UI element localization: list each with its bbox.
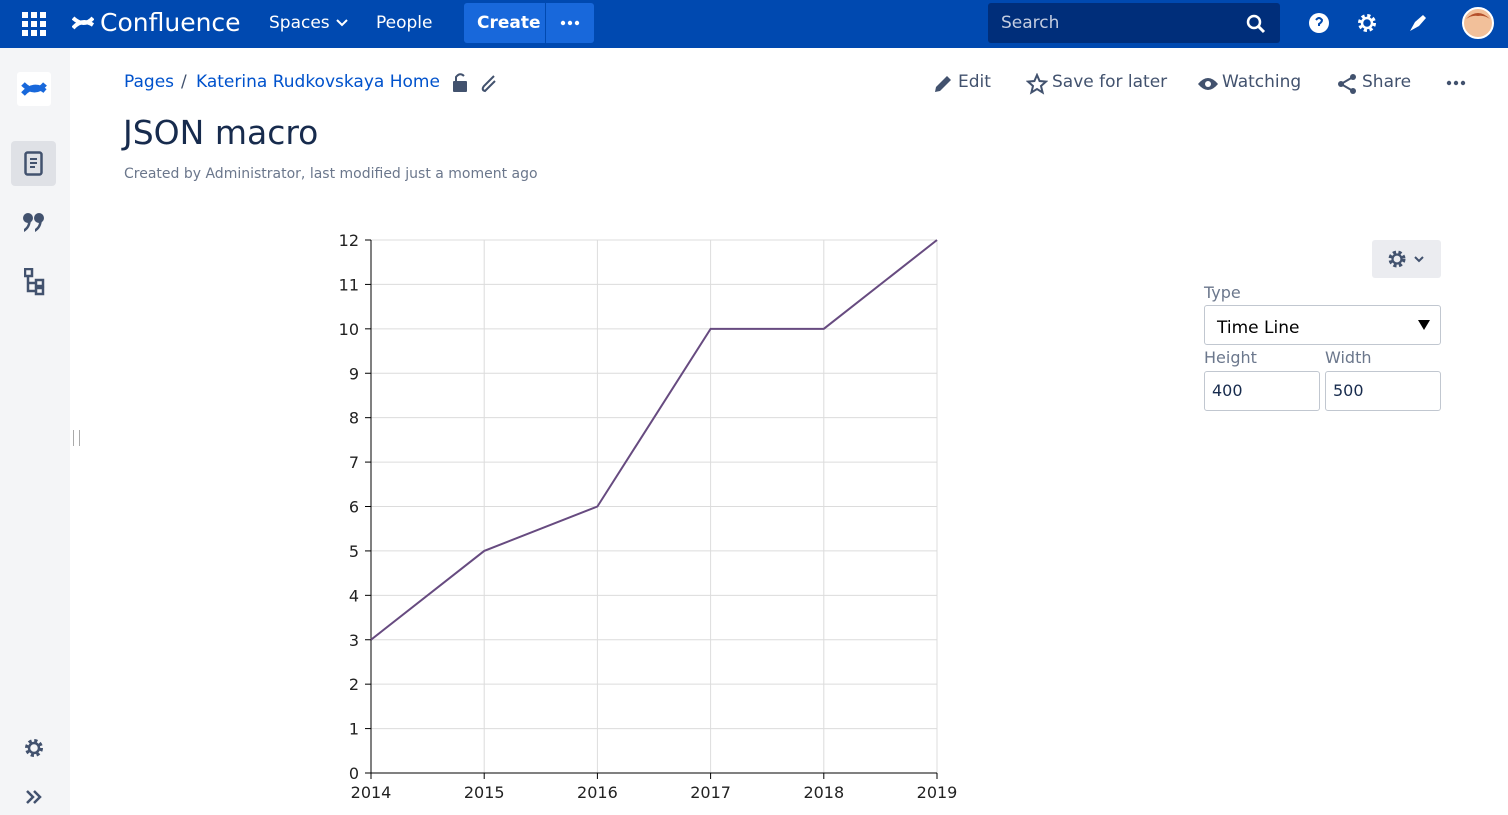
- type-select[interactable]: Time Line: [1204, 305, 1441, 345]
- tree-icon[interactable]: [24, 268, 46, 296]
- width-label: Width: [1325, 348, 1372, 367]
- edit-icon: [935, 76, 951, 92]
- create-group: Create: [464, 3, 594, 43]
- y-tick-label: 5: [349, 542, 359, 561]
- y-tick-label: 4: [349, 586, 359, 605]
- search-placeholder: Search: [1001, 13, 1060, 33]
- y-tick-label: 0: [349, 764, 359, 783]
- x-tick-label: 2014: [351, 783, 392, 802]
- watch-icon: [1198, 78, 1218, 90]
- line: [370, 239, 938, 641]
- y-tick-label: 12: [339, 231, 359, 250]
- blog-icon[interactable]: [22, 212, 46, 234]
- y-tick-label: 3: [349, 631, 359, 650]
- expand-icon[interactable]: [25, 789, 43, 805]
- y-tick-label: 7: [349, 453, 359, 472]
- y-tick-label: 9: [349, 364, 359, 383]
- share-icon: [1338, 74, 1356, 94]
- height-input[interactable]: 400: [1204, 371, 1320, 411]
- save-action[interactable]: Save for later: [1052, 72, 1168, 92]
- product-name[interactable]: Confluence: [100, 8, 241, 37]
- x-tick-label: 2018: [803, 783, 844, 802]
- y-tick-label: 6: [349, 498, 359, 517]
- y-tick-label: 8: [349, 409, 359, 428]
- divider: [545, 3, 546, 43]
- watch-action[interactable]: Watching: [1222, 72, 1302, 92]
- settings-icon[interactable]: [1356, 12, 1378, 34]
- create-button[interactable]: Create: [477, 13, 541, 33]
- logo[interactable]: [72, 12, 94, 34]
- gear-icon: [1388, 250, 1424, 268]
- avatar[interactable]: [1462, 7, 1494, 39]
- search-icon: [1246, 14, 1266, 34]
- y-tick-label: 10: [339, 320, 359, 339]
- notifications-icon[interactable]: [1407, 12, 1429, 34]
- y-tick-label: 2: [349, 675, 359, 694]
- x-tick-label: 2016: [577, 783, 618, 802]
- help-icon[interactable]: [1308, 12, 1330, 34]
- more-button[interactable]: [560, 20, 580, 26]
- sidebar: [0, 48, 70, 815]
- space-logo[interactable]: [17, 72, 51, 106]
- top-bar: Confluence Spaces People Create Search: [0, 0, 1508, 48]
- breadcrumb-link[interactable]: Katerina Rudkovskaya Home: [196, 72, 440, 92]
- x-tick-label: 2019: [917, 783, 958, 802]
- macro-settings-button[interactable]: [1372, 240, 1441, 278]
- byline: Created by Administrator, last modified …: [124, 166, 538, 182]
- chevron: [336, 19, 348, 27]
- breadcrumb-sep: /: [181, 72, 187, 92]
- type-value: Time Line: [1217, 318, 1300, 338]
- nav-spaces[interactable]: Spaces: [269, 13, 330, 33]
- pages-tab[interactable]: [11, 141, 56, 186]
- page-title: JSON macro: [123, 113, 319, 152]
- page-icons: [453, 73, 496, 93]
- type-label: Type: [1204, 283, 1241, 302]
- y-tick-label: 1: [349, 720, 359, 739]
- edit-action[interactable]: Edit: [958, 72, 991, 92]
- select-arrow: [1418, 320, 1430, 330]
- more-actions[interactable]: [1446, 80, 1466, 86]
- star-icon: [1026, 73, 1048, 95]
- x-tick-label: 2015: [464, 783, 505, 802]
- pages-icon: [24, 151, 43, 176]
- y-tick-label: 11: [339, 275, 359, 294]
- nav-people[interactable]: People: [376, 13, 433, 33]
- search-box[interactable]: Search: [988, 3, 1280, 43]
- resize-handle[interactable]: [73, 430, 80, 446]
- width-input[interactable]: 500: [1325, 371, 1441, 411]
- x-tick-label: 2017: [690, 783, 731, 802]
- space-settings-icon[interactable]: [23, 737, 45, 759]
- breadcrumb-link[interactable]: Pages: [124, 72, 175, 92]
- app-switcher[interactable]: [22, 12, 46, 36]
- share-action[interactable]: Share: [1362, 72, 1412, 92]
- height-label: Height: [1204, 348, 1257, 367]
